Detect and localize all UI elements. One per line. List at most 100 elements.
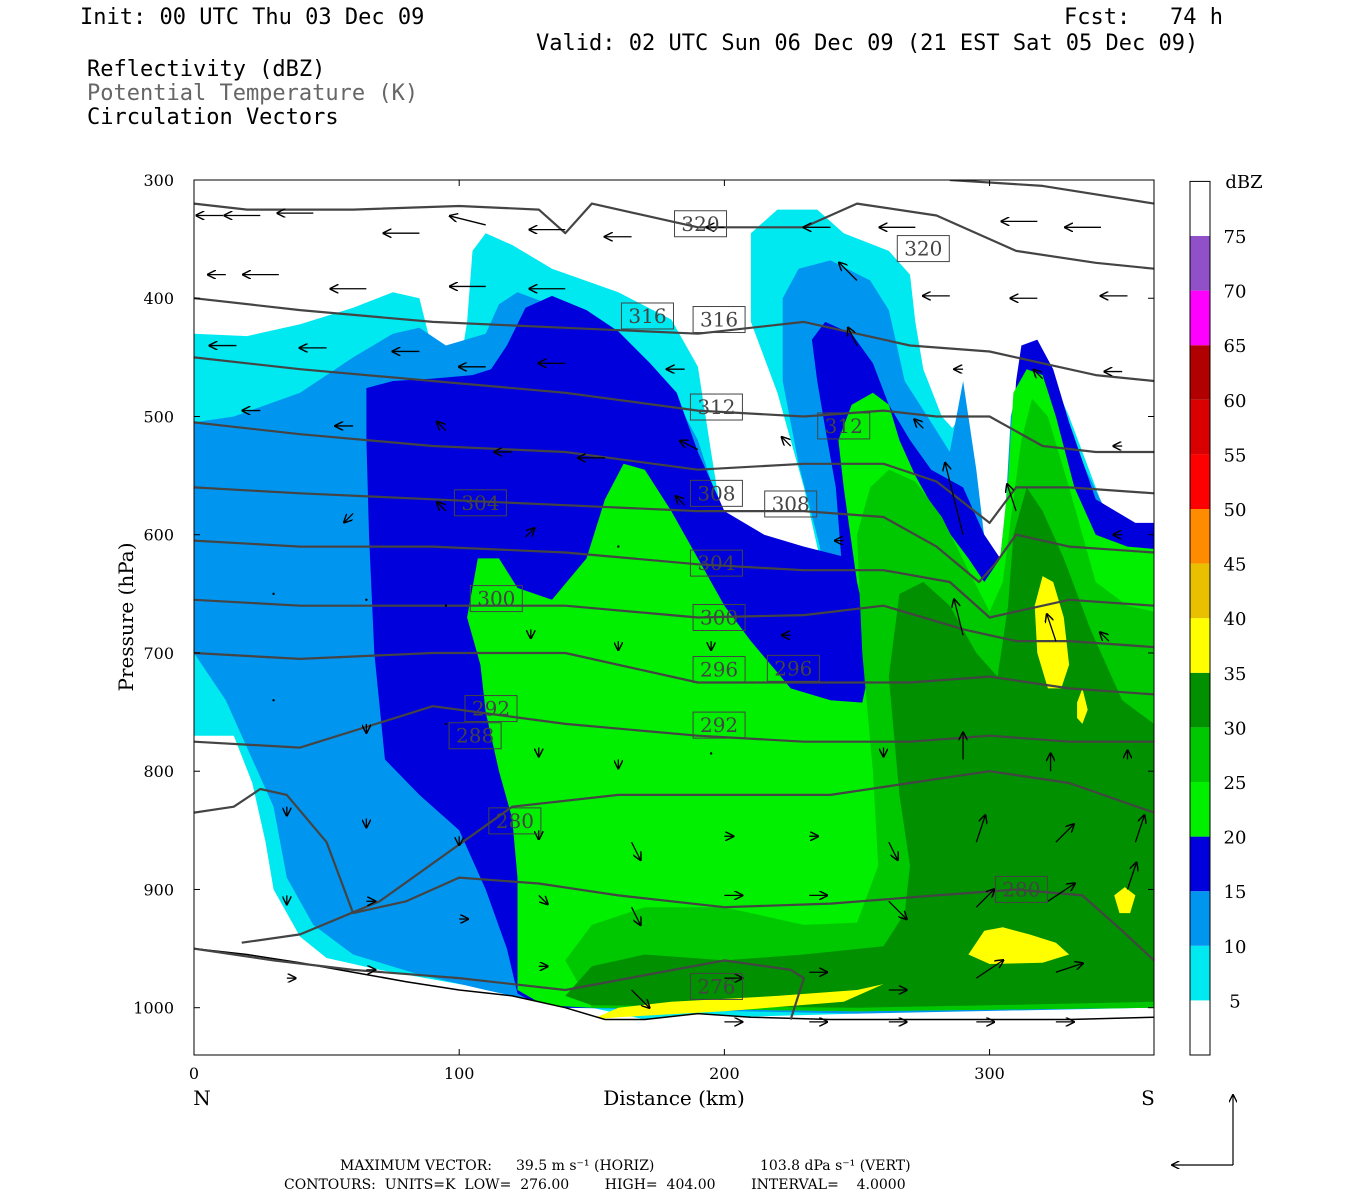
contour-label-text: 308 (772, 492, 810, 516)
x-axis-north-label: N (193, 1086, 211, 1110)
circulation-vector (365, 598, 368, 601)
contour-label-text: 320 (904, 237, 942, 261)
legend-title: dBZ (1225, 172, 1262, 193)
contour-label-text: 304 (697, 551, 735, 575)
contour-label-box (689, 479, 743, 507)
field-reflectivity: Reflectivity (dBZ) (87, 57, 326, 82)
y-tick-label: 500 (143, 407, 174, 426)
theta-contour-300 (194, 539, 1154, 619)
circulation-vector (1047, 883, 1075, 902)
circulation-vector (631, 989, 650, 1008)
contour-label-308: 308 (689, 479, 743, 507)
contour-label-box (692, 711, 746, 739)
legend-swatch (1190, 290, 1210, 346)
circulation-vector (344, 512, 354, 522)
legend-swatch (1190, 836, 1210, 892)
circulation-vector (272, 699, 275, 702)
circulation-vector (538, 894, 548, 904)
circulation-vector (848, 328, 858, 346)
legend-level-label: 55 (1224, 445, 1247, 466)
legend-level-label: 15 (1224, 882, 1247, 903)
legend-level-label: 35 (1224, 664, 1247, 685)
theta-contour-320 (194, 202, 1154, 270)
x-axis-label: Distance (km) (603, 1086, 745, 1110)
theta-contour-292 (194, 651, 1154, 696)
field-circulation-vectors: Circulation Vectors (87, 105, 339, 130)
legend-swatch (1190, 1000, 1210, 1055)
contour-label-312: 312 (689, 393, 743, 421)
contour-label-308: 308 (764, 490, 818, 518)
circulation-vector (782, 437, 792, 447)
y-tick-label: 600 (143, 526, 174, 545)
legend-level-label: 20 (1224, 828, 1247, 849)
contour-label-292: 292 (464, 695, 518, 723)
contour-label-288: 288 (448, 722, 502, 750)
legend-level-label: 50 (1224, 500, 1247, 521)
contour-label-304: 304 (689, 549, 743, 577)
legend-level-label: 45 (1224, 555, 1247, 576)
contour-label-316: 316 (692, 306, 746, 334)
contour-label-box (896, 235, 950, 263)
theta-contour-280 (194, 787, 1154, 962)
legend-level-label: 10 (1224, 937, 1247, 958)
contour-label-box (488, 807, 542, 835)
circulation-vector (975, 889, 994, 908)
terrain-line (194, 947, 1154, 1021)
max-vector-vertical: 103.8 dPa s⁻¹ (VERT) (760, 1158, 911, 1174)
contour-label-text: 312 (697, 395, 735, 419)
contour-label-text: 308 (697, 481, 735, 505)
circulation-vector (888, 841, 898, 860)
theta-contour-316 (194, 297, 1154, 383)
contour-label-text: 296 (774, 656, 812, 680)
contour-label-text: 312 (825, 414, 863, 438)
contour-info: CONTOURS: UNITS=K LOW= 276.00 HIGH= 404.… (284, 1177, 906, 1193)
contour-label-text: 316 (628, 304, 666, 328)
contour-label-280: 280 (488, 807, 542, 835)
legend-swatch (1190, 563, 1210, 619)
y-tick-label: 800 (143, 762, 174, 781)
contour-label-300: 300 (469, 585, 523, 613)
contour-label-text: 316 (700, 308, 738, 332)
legend-level-label: 60 (1224, 391, 1247, 412)
contour-label-text: 292 (700, 713, 738, 737)
x-axis-south-label: S (1141, 1086, 1155, 1110)
contour-label-320: 320 (896, 235, 950, 263)
circulation-vector (630, 841, 641, 860)
field-potential-temperature: Potential Temperature (K) (87, 81, 419, 106)
circulation-vector (630, 906, 641, 925)
contour-label-text: 320 (681, 212, 719, 236)
theta-contour-308 (194, 421, 1154, 525)
plot-frame (193, 179, 1155, 1056)
x-tick-label: 300 (974, 1064, 1005, 1083)
circulation-vector (1055, 963, 1083, 973)
circulation-vector (617, 545, 620, 548)
contour-label-box (689, 549, 743, 577)
circulation-vector (839, 263, 858, 281)
legend-swatch (1190, 945, 1210, 1001)
contour-label-312: 312 (817, 412, 871, 440)
terrain-mask (194, 948, 1154, 1055)
contour-label-text: 300 (477, 587, 515, 611)
reflectivity-region-35dbz (968, 927, 1070, 964)
reflectivity-region-30dbz (565, 487, 1154, 1008)
y-tick-label: 300 (143, 171, 174, 190)
y-tick-label: 1000 (133, 999, 174, 1018)
x-tick-label: 100 (444, 1064, 475, 1083)
legend-level-label: 70 (1224, 282, 1247, 303)
contour-label-text: 292 (472, 697, 510, 721)
contour-label-box (689, 972, 743, 1000)
circulation-vector (945, 463, 964, 535)
contour-label-304: 304 (453, 489, 507, 517)
circulation-vector (954, 599, 964, 636)
contour-label-text: 296 (700, 658, 738, 682)
contour-label-box (817, 412, 871, 440)
circulation-vector (680, 441, 699, 451)
circulation-vector (1134, 815, 1144, 843)
circulation-vector (1007, 484, 1017, 512)
theta-contour-296 (194, 598, 1154, 649)
y-tick-label: 900 (143, 880, 174, 899)
contour-label-box (453, 489, 507, 517)
valid-time: Valid: 02 UTC Sun 06 Dec 09 (21 EST Sat … (536, 31, 1199, 56)
legend-level-label: 65 (1224, 336, 1247, 357)
